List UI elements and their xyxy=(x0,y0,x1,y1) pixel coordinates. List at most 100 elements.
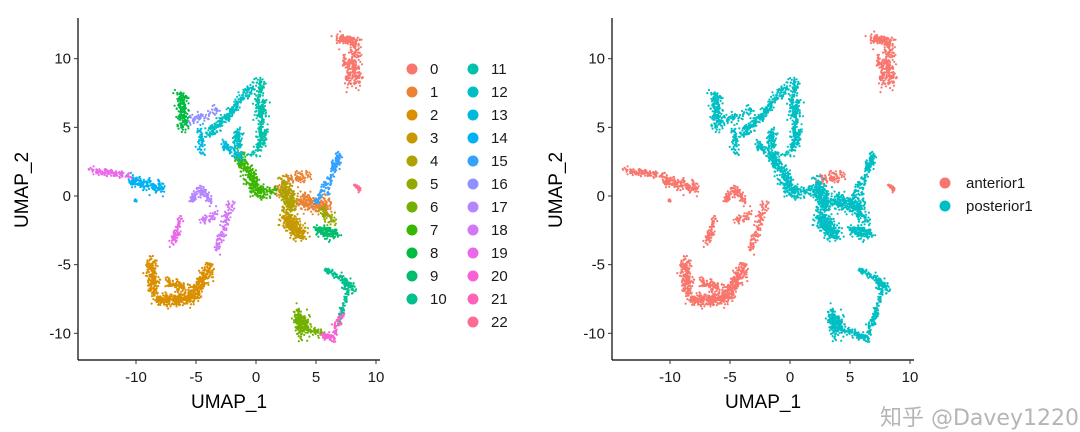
point-cluster-6 xyxy=(290,317,293,320)
point-cluster-19 xyxy=(179,230,182,233)
point-cluster-6 xyxy=(297,335,300,338)
point-cluster-9 xyxy=(334,235,337,238)
point-cluster-11 xyxy=(267,115,271,118)
point-cluster-2 xyxy=(153,277,157,280)
point-cluster-12 xyxy=(237,140,240,143)
point-cluster-0 xyxy=(356,36,359,39)
point-cluster-12 xyxy=(238,128,241,131)
point-cluster-2 xyxy=(196,278,199,281)
point-cluster-2 xyxy=(163,295,166,298)
point-cluster-15 xyxy=(325,184,328,187)
point-cluster-12 xyxy=(244,94,247,97)
point-cluster-1 xyxy=(296,192,299,195)
point-cluster-18 xyxy=(231,205,234,209)
point-cluster-13 xyxy=(198,145,201,149)
point-cluster-2 xyxy=(150,262,153,265)
point-cluster-11 xyxy=(257,123,260,126)
point-cluster-5 xyxy=(328,214,331,217)
point-cluster-16 xyxy=(207,114,210,118)
point-cluster-7 xyxy=(265,197,268,200)
point-cluster-11 xyxy=(257,144,260,147)
point-cluster-4 xyxy=(288,215,291,219)
point-cluster-1 xyxy=(290,174,293,177)
point-cluster-10 xyxy=(342,275,345,278)
point-cluster-11 xyxy=(261,103,265,106)
point-cluster-0 xyxy=(358,38,361,42)
point-cluster-0 xyxy=(358,80,361,83)
point-cluster-0 xyxy=(335,35,338,38)
point-cluster-13 xyxy=(236,144,239,147)
point-cluster-13 xyxy=(237,149,240,152)
point-cluster-6 xyxy=(301,329,305,332)
point-cluster-11 xyxy=(262,121,265,124)
point-cluster-2 xyxy=(212,280,215,283)
point-cluster-3 xyxy=(291,217,295,220)
point-cluster-12 xyxy=(229,112,232,115)
point-cluster-2 xyxy=(153,260,156,263)
point-cluster-9 xyxy=(330,232,333,235)
point-cluster-0 xyxy=(354,77,357,80)
point-cluster-1 xyxy=(310,210,313,213)
point-cluster-18 xyxy=(227,204,230,207)
point-cluster-2 xyxy=(146,275,149,278)
point-cluster-1 xyxy=(290,178,293,181)
point-cluster-19 xyxy=(168,239,171,242)
point-cluster-1 xyxy=(312,208,315,211)
point-cluster-2 xyxy=(173,295,177,298)
point-cluster-14 xyxy=(150,186,153,189)
point-cluster-17 xyxy=(197,186,200,189)
point-cluster-19 xyxy=(97,173,100,177)
point-cluster-14 xyxy=(153,189,156,192)
point-cluster-9 xyxy=(330,234,333,238)
point-cluster-3 xyxy=(304,230,307,233)
point-cluster-12 xyxy=(215,121,218,124)
point-cluster-0 xyxy=(352,76,355,79)
point-cluster-2 xyxy=(189,306,192,309)
point-cluster-12 xyxy=(247,87,250,90)
point-cluster-12 xyxy=(249,83,252,86)
point-cluster-12 xyxy=(211,129,214,132)
point-cluster-19 xyxy=(110,174,113,177)
point-cluster-0 xyxy=(349,67,352,71)
point-cluster-2 xyxy=(176,296,179,299)
point-cluster-12 xyxy=(208,135,211,138)
point-cluster-5 xyxy=(323,218,327,221)
point-cluster-18 xyxy=(223,219,226,222)
point-cluster-15 xyxy=(317,198,320,201)
point-cluster-11 xyxy=(255,90,259,93)
point-cluster-3 xyxy=(292,238,295,241)
point-cluster-2 xyxy=(192,303,195,306)
point-cluster-15 xyxy=(339,161,342,164)
point-cluster-13 xyxy=(220,143,223,146)
point-cluster-14 xyxy=(143,181,146,184)
point-cluster-6 xyxy=(307,328,310,331)
point-cluster-12 xyxy=(237,98,240,101)
point-cluster-2 xyxy=(146,265,149,268)
point-cluster-2 xyxy=(199,271,202,274)
point-cluster-9 xyxy=(329,229,332,232)
point-cluster-11 xyxy=(265,128,268,131)
point-cluster-15 xyxy=(338,167,341,171)
point-cluster-10 xyxy=(339,308,342,311)
point-cluster-5 xyxy=(322,214,325,217)
point-cluster-14 xyxy=(153,185,156,188)
point-cluster-6 xyxy=(298,330,301,333)
point-cluster-3 xyxy=(294,224,297,228)
point-cluster-6 xyxy=(296,319,299,322)
point-cluster-15 xyxy=(333,175,336,178)
point-cluster-12 xyxy=(251,87,255,90)
point-cluster-19 xyxy=(98,170,101,174)
point-cluster-2 xyxy=(197,299,200,303)
point-cluster-1 xyxy=(312,196,315,200)
point-cluster-3 xyxy=(293,229,297,232)
point-cluster-2 xyxy=(168,300,171,303)
point-cluster-2 xyxy=(178,303,181,306)
point-cluster-0 xyxy=(353,44,356,47)
point-cluster-9 xyxy=(320,227,323,231)
point-cluster-11 xyxy=(258,82,261,85)
point-cluster-7 xyxy=(263,193,266,196)
point-cluster-4 xyxy=(287,198,290,201)
point-cluster-5 xyxy=(325,217,328,220)
points-layer xyxy=(87,30,364,343)
point-cluster-7 xyxy=(268,186,271,189)
